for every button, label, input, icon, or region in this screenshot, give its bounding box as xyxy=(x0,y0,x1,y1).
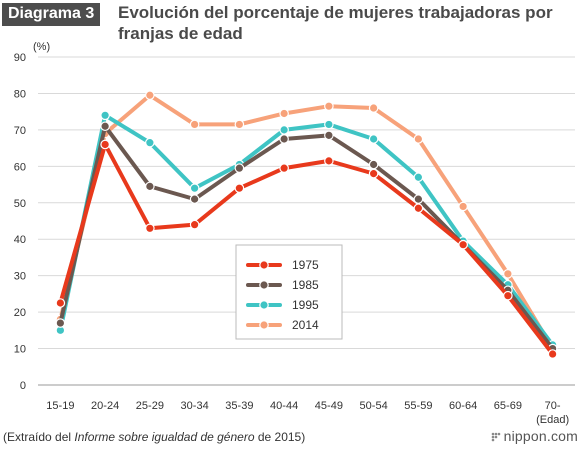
y-tick-label: 80 xyxy=(14,88,26,100)
x-tick-label: 25-29 xyxy=(136,400,164,412)
legend-label-1985: 1985 xyxy=(292,278,319,292)
y-tick-label: 10 xyxy=(14,344,26,356)
data-point-1985 xyxy=(279,134,289,144)
chart-header: Diagrama 3 Evolución del porcentaje de m… xyxy=(0,0,584,46)
data-point-1995 xyxy=(279,125,289,135)
data-point-1975 xyxy=(189,219,200,230)
data-point-2014 xyxy=(368,103,379,113)
figure-badge: Diagrama 3 xyxy=(2,3,101,26)
data-point-2014 xyxy=(234,119,245,130)
legend-label-1995: 1995 xyxy=(292,298,319,312)
series-line-1995 xyxy=(58,113,555,347)
data-point-1975 xyxy=(234,183,245,193)
x-tick-label: 55-59 xyxy=(404,400,432,412)
data-point-1995 xyxy=(100,110,110,121)
data-point-1975 xyxy=(503,290,513,301)
nippon-logo: nippon.com xyxy=(491,428,578,444)
x-tick-label: 40-44 xyxy=(270,400,298,412)
data-point-1975 xyxy=(279,163,289,173)
x-tick-label: 20-24 xyxy=(91,400,119,412)
legend-marker-1995 xyxy=(259,300,269,310)
data-point-1995 xyxy=(413,172,424,183)
data-point-1995 xyxy=(145,137,155,148)
data-point-1985 xyxy=(413,194,424,204)
source-note: (Extraído del Informe sobre igualdad de … xyxy=(3,430,306,444)
data-point-1985 xyxy=(234,163,245,173)
y-tick-label: 30 xyxy=(14,271,26,283)
y-tick-label: 0 xyxy=(20,380,26,392)
data-point-1985 xyxy=(55,318,66,328)
legend-marker-1985 xyxy=(259,280,269,290)
data-point-1995 xyxy=(368,134,379,144)
legend-marker-1975 xyxy=(259,260,269,270)
data-point-1975 xyxy=(413,203,424,214)
data-point-2014 xyxy=(324,101,334,111)
y-tick-label: 70 xyxy=(14,125,26,137)
y-tick-label: 40 xyxy=(14,234,26,246)
logo-dots-icon xyxy=(491,432,500,442)
x-tick-label: 30-34 xyxy=(181,400,209,412)
source-report-name: Informe sobre igualdad de género xyxy=(74,430,255,444)
data-point-2014 xyxy=(458,201,468,212)
y-tick-label: 20 xyxy=(14,307,26,319)
data-point-1985 xyxy=(100,121,110,132)
series-line-1975 xyxy=(58,142,555,357)
x-tick-label: 60-64 xyxy=(449,400,477,412)
data-point-1985 xyxy=(145,181,155,192)
data-point-1975 xyxy=(324,156,334,166)
legend-marker-2014 xyxy=(259,320,269,330)
y-tick-label: 60 xyxy=(14,161,26,173)
data-point-1975 xyxy=(547,349,558,359)
data-point-2014 xyxy=(413,134,424,144)
data-point-2014 xyxy=(145,90,155,101)
x-axis-label: (Edad) xyxy=(536,414,569,426)
x-tick-label: 65-69 xyxy=(494,400,522,412)
x-tick-label: 50-54 xyxy=(360,400,388,412)
data-point-1995 xyxy=(324,119,334,130)
data-point-1985 xyxy=(324,130,334,141)
data-point-1975 xyxy=(145,223,155,234)
data-point-1975 xyxy=(458,239,468,250)
x-tick-label: 15-19 xyxy=(46,400,74,412)
y-tick-label: 90 xyxy=(14,52,26,64)
data-point-1975 xyxy=(55,298,66,308)
data-point-2014 xyxy=(503,269,513,279)
x-tick-label: 35-39 xyxy=(225,400,253,412)
legend-label-1975: 1975 xyxy=(292,258,319,272)
data-point-1975 xyxy=(100,139,110,150)
y-tick-label: 50 xyxy=(14,198,26,210)
x-tick-label: 45-49 xyxy=(315,400,343,412)
y-axis-label: (%) xyxy=(33,41,50,53)
data-point-1975 xyxy=(368,168,379,179)
data-point-1985 xyxy=(189,194,200,204)
legend-label-2014: 2014 xyxy=(292,318,319,332)
data-point-2014 xyxy=(189,119,200,130)
x-tick-label: 70- xyxy=(545,400,561,412)
data-point-2014 xyxy=(279,108,289,119)
data-point-1995 xyxy=(189,183,200,193)
series-line-2014 xyxy=(58,93,555,351)
data-point-1985 xyxy=(368,159,379,170)
chart-title: Evolución del porcentaje de mujeres trab… xyxy=(118,3,553,43)
